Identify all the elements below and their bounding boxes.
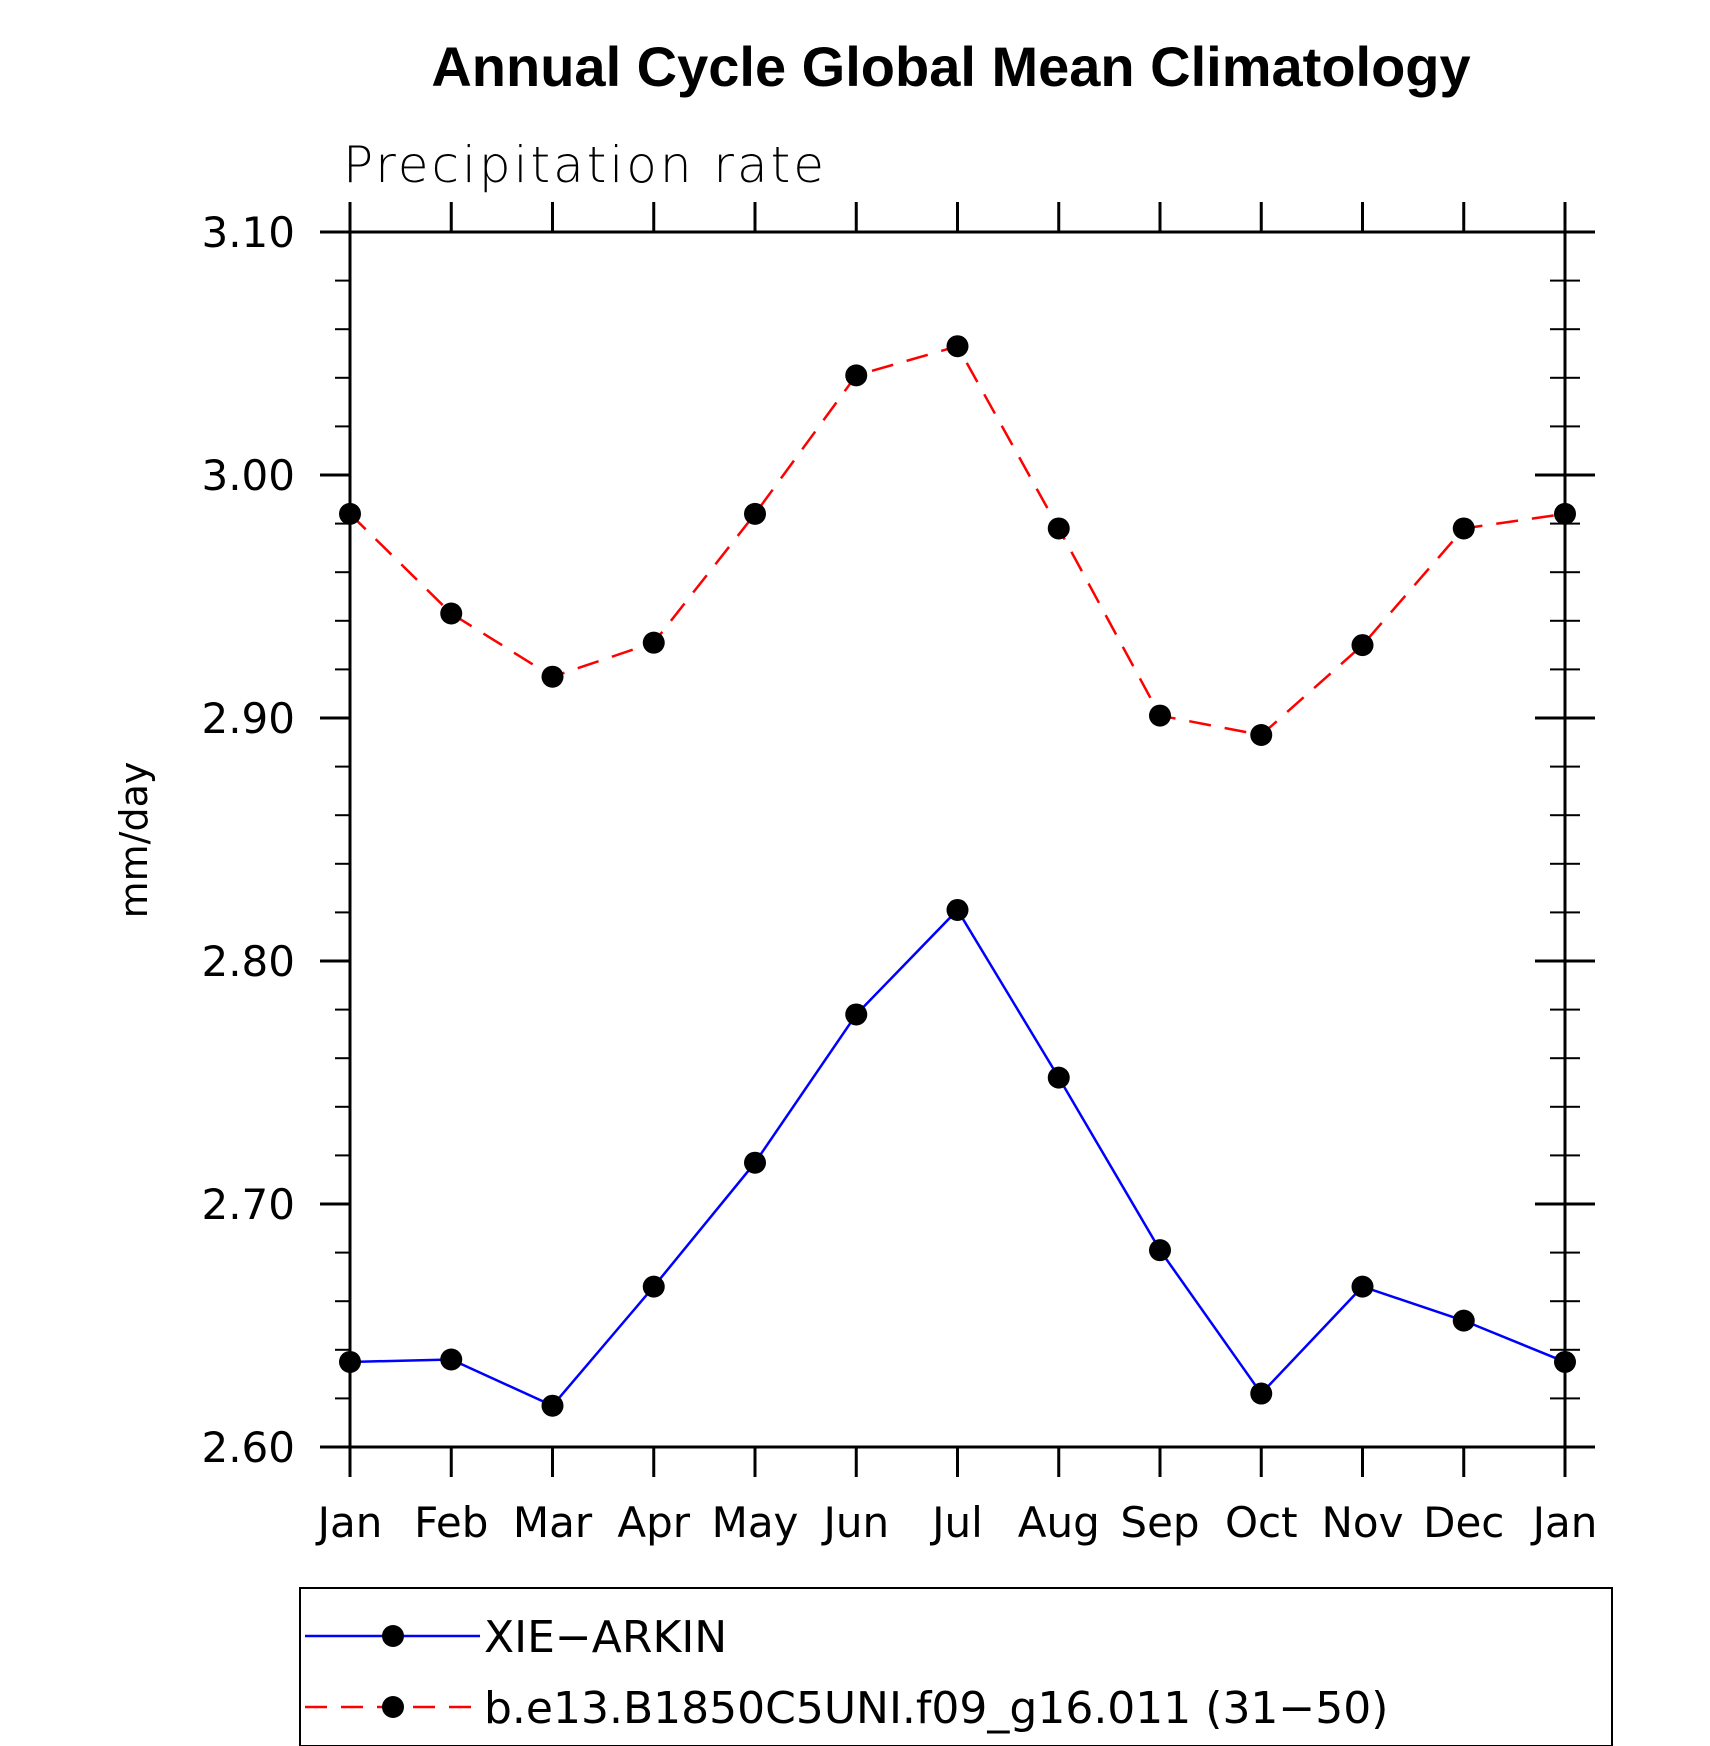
chart-title: Annual Cycle Global Mean Climatology <box>431 35 1470 98</box>
data-point-series-1 <box>845 1003 868 1026</box>
data-point-series-2 <box>946 335 969 358</box>
y-tick-label: 2.80 <box>201 937 295 986</box>
data-point-series-1 <box>1250 1382 1273 1405</box>
x-tick-label: Feb <box>414 1498 488 1547</box>
x-tick-label: Aug <box>1018 1498 1100 1547</box>
legend-marker-series-1 <box>382 1625 404 1647</box>
x-tick-label: Sep <box>1120 1498 1199 1547</box>
x-tick-label: May <box>712 1498 799 1547</box>
legend-label-series-2: b.e13.B1850C5UNI.f09_g16.011 (31−50) <box>484 1683 1388 1734</box>
y-tick-label: 3.10 <box>201 208 295 257</box>
x-tick-label: Nov <box>1322 1498 1404 1547</box>
data-point-series-1 <box>1149 1239 1171 1262</box>
y-tick-label: 2.70 <box>201 1180 295 1229</box>
y-tick-labels-group: 2.60 2.70 2.80 2.90 3.00 3.10 <box>201 208 295 1472</box>
y-tick-label: 2.60 <box>201 1423 295 1472</box>
x-tick-label: Oct <box>1225 1498 1298 1547</box>
data-point-series-1 <box>541 1394 564 1417</box>
data-point-series-2 <box>541 665 564 688</box>
data-point-series-1 <box>946 898 969 921</box>
data-point-series-1 <box>744 1151 766 1174</box>
legend-box <box>299 1587 1613 1746</box>
y-tick-label: 3.00 <box>201 451 295 500</box>
data-point-series-2 <box>1047 517 1070 540</box>
data-point-series-2 <box>1452 517 1475 540</box>
x-tick-label: Jun <box>820 1498 889 1547</box>
data-point-series-2 <box>1149 704 1171 727</box>
x-tick-label: Apr <box>617 1498 690 1547</box>
legend-label-series-1: XIE−ARKIN <box>484 1612 727 1663</box>
data-point-series-2 <box>642 631 665 654</box>
y-tick-label: 2.90 <box>201 694 295 743</box>
x-tick-label: Jan <box>315 1498 383 1547</box>
x-tick-label: Jan <box>1530 1498 1598 1547</box>
y-axis-label: mm/day <box>112 762 156 919</box>
data-point-series-1 <box>440 1348 463 1371</box>
data-point-series-1 <box>1452 1309 1475 1332</box>
plot-frame <box>348 230 1567 1449</box>
x-tick-label: Dec <box>1423 1498 1504 1547</box>
chart-subtitle: Precipitation rate <box>343 136 827 194</box>
x-tick-label: Mar <box>513 1498 593 1547</box>
data-point-series-2 <box>440 602 463 625</box>
data-point-series-1 <box>1351 1275 1374 1298</box>
series-points-group <box>339 335 1576 1417</box>
x-tick-label: Jul <box>929 1498 983 1547</box>
data-point-series-1 <box>642 1275 665 1298</box>
data-point-series-2 <box>744 502 766 525</box>
data-point-series-2 <box>1250 724 1273 747</box>
data-point-series-2 <box>1351 634 1374 657</box>
legend: XIE−ARKIN b.e13.B1850C5UNI.f09_g16.011 (… <box>299 1587 1613 1746</box>
data-point-series-1 <box>1047 1066 1070 1089</box>
legend-marker-series-2 <box>382 1696 404 1718</box>
x-tick-labels-group: Jan Feb Mar Apr May Jun Jul Aug Sep Oct Nov Dec Jan <box>315 1498 1598 1547</box>
axis-ticks-group <box>320 202 1595 1477</box>
data-point-series-2 <box>845 364 868 387</box>
